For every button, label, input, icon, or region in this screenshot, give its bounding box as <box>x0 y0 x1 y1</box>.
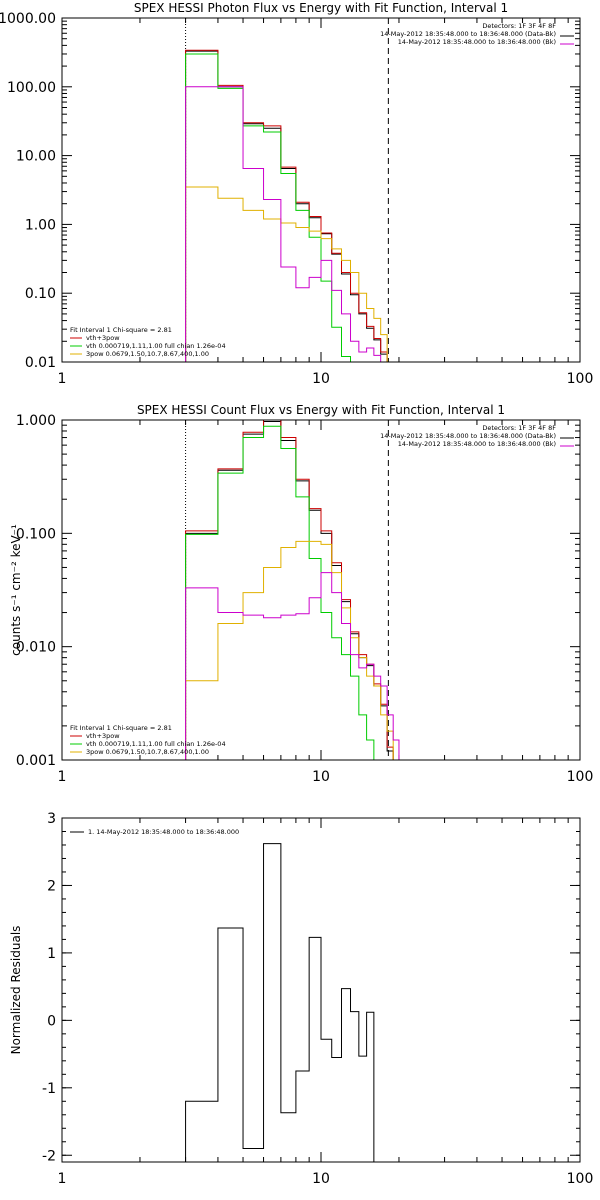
info-text: 14-May-2012 18:35:48.000 to 18:36:48.000… <box>380 30 556 38</box>
legend-label: vth 0.000719,1.11,1.00 full chian 1.26e-… <box>86 342 226 350</box>
y-tick-label: 100.00 <box>7 80 56 96</box>
legend-label: 3pow 0.0679,1.50,10.7,8.67,400,1.00 <box>86 350 209 358</box>
series-4-line <box>185 540 399 760</box>
series-2-line <box>185 49 400 362</box>
y-tick-label: 1 <box>47 946 56 962</box>
y-tick-label: 0.100 <box>16 526 56 542</box>
legend-label: vth 0.000719,1.11,1.00 full chian 1.26e-… <box>86 740 226 748</box>
y-axis-label: Normalized Residuals <box>9 926 23 1055</box>
y-tick-label: -1 <box>42 1081 56 1097</box>
chart-panel-2: SPEX HESSI Count Flux vs Energy with Fit… <box>9 403 594 785</box>
legend-label: vth+3pow <box>86 334 120 342</box>
x-tick-label: 10 <box>312 769 330 785</box>
legend-label: 1. 14-May-2012 18:35:48.000 to 18:36:48.… <box>88 828 239 836</box>
x-tick-label: 1 <box>58 769 67 785</box>
chart-title: SPEX HESSI Count Flux vs Energy with Fit… <box>137 403 505 417</box>
y-tick-label: 2 <box>47 878 56 894</box>
series-1-line <box>185 420 400 760</box>
y-tick-label: 1000.00 <box>0 11 56 27</box>
x-tick-label: 100 <box>567 1171 594 1187</box>
x-tick-label: 100 <box>567 769 594 785</box>
series-2-line <box>185 420 400 760</box>
plot-frame <box>61 419 581 761</box>
y-tick-label: -2 <box>42 1148 56 1164</box>
y-tick-label: 0.01 <box>25 355 56 371</box>
y-tick-label: 0.10 <box>25 286 56 302</box>
series-5-line <box>185 572 400 760</box>
x-tick-label: 1 <box>58 1171 67 1187</box>
y-tick-label: 0.001 <box>16 753 56 769</box>
y-axis-label: counts s⁻¹ cm⁻² keV⁻¹ <box>9 524 23 656</box>
chart-title: SPEX HESSI Photon Flux vs Energy with Fi… <box>134 1 508 15</box>
y-tick-label: 1.000 <box>16 413 56 429</box>
info-text: 14-May-2012 18:35:48.000 to 18:36:48.000… <box>380 432 556 440</box>
series-4-line <box>185 186 400 362</box>
info-text: Detectors: 1F 3F 4F 8F <box>482 22 556 30</box>
chart-panel-1: SPEX HESSI Photon Flux vs Energy with Fi… <box>0 1 594 387</box>
series-group <box>185 843 381 1162</box>
series-3-line <box>185 53 400 362</box>
x-tick-label: 10 <box>312 1171 330 1187</box>
legend-label: 3pow 0.0679,1.50,10.7,8.67,400,1.00 <box>86 748 209 756</box>
legend-label: vth+3pow <box>86 732 120 740</box>
plot-frame <box>61 17 581 363</box>
info-text: Detectors: 1F 3F 4F 8F <box>482 424 556 432</box>
series-1-line <box>185 843 381 1162</box>
y-tick-label: 1.00 <box>25 217 56 233</box>
series-group <box>185 420 400 760</box>
y-tick-label: 0.010 <box>16 640 56 656</box>
series-3-line <box>185 425 400 760</box>
info-text: 14-May-2012 18:35:48.000 to 18:36:48.000… <box>398 38 556 46</box>
info-text: 14-May-2012 18:35:48.000 to 18:36:48.000… <box>398 440 556 448</box>
y-tick-label: 3 <box>47 811 56 827</box>
legend-title: Fit Interval 1 Chi-square = 2.81 <box>70 724 172 732</box>
series-1-line <box>185 50 400 362</box>
series-group <box>185 49 400 362</box>
legend-title: Fit Interval 1 Chi-square = 2.81 <box>70 326 172 334</box>
x-tick-label: 1 <box>58 371 67 387</box>
x-tick-label: 100 <box>567 371 594 387</box>
y-tick-label: 0 <box>47 1013 56 1029</box>
y-tick-label: 10.00 <box>16 149 56 165</box>
x-tick-label: 10 <box>312 371 330 387</box>
series-5-line <box>185 86 400 362</box>
plot-frame <box>61 817 581 1163</box>
